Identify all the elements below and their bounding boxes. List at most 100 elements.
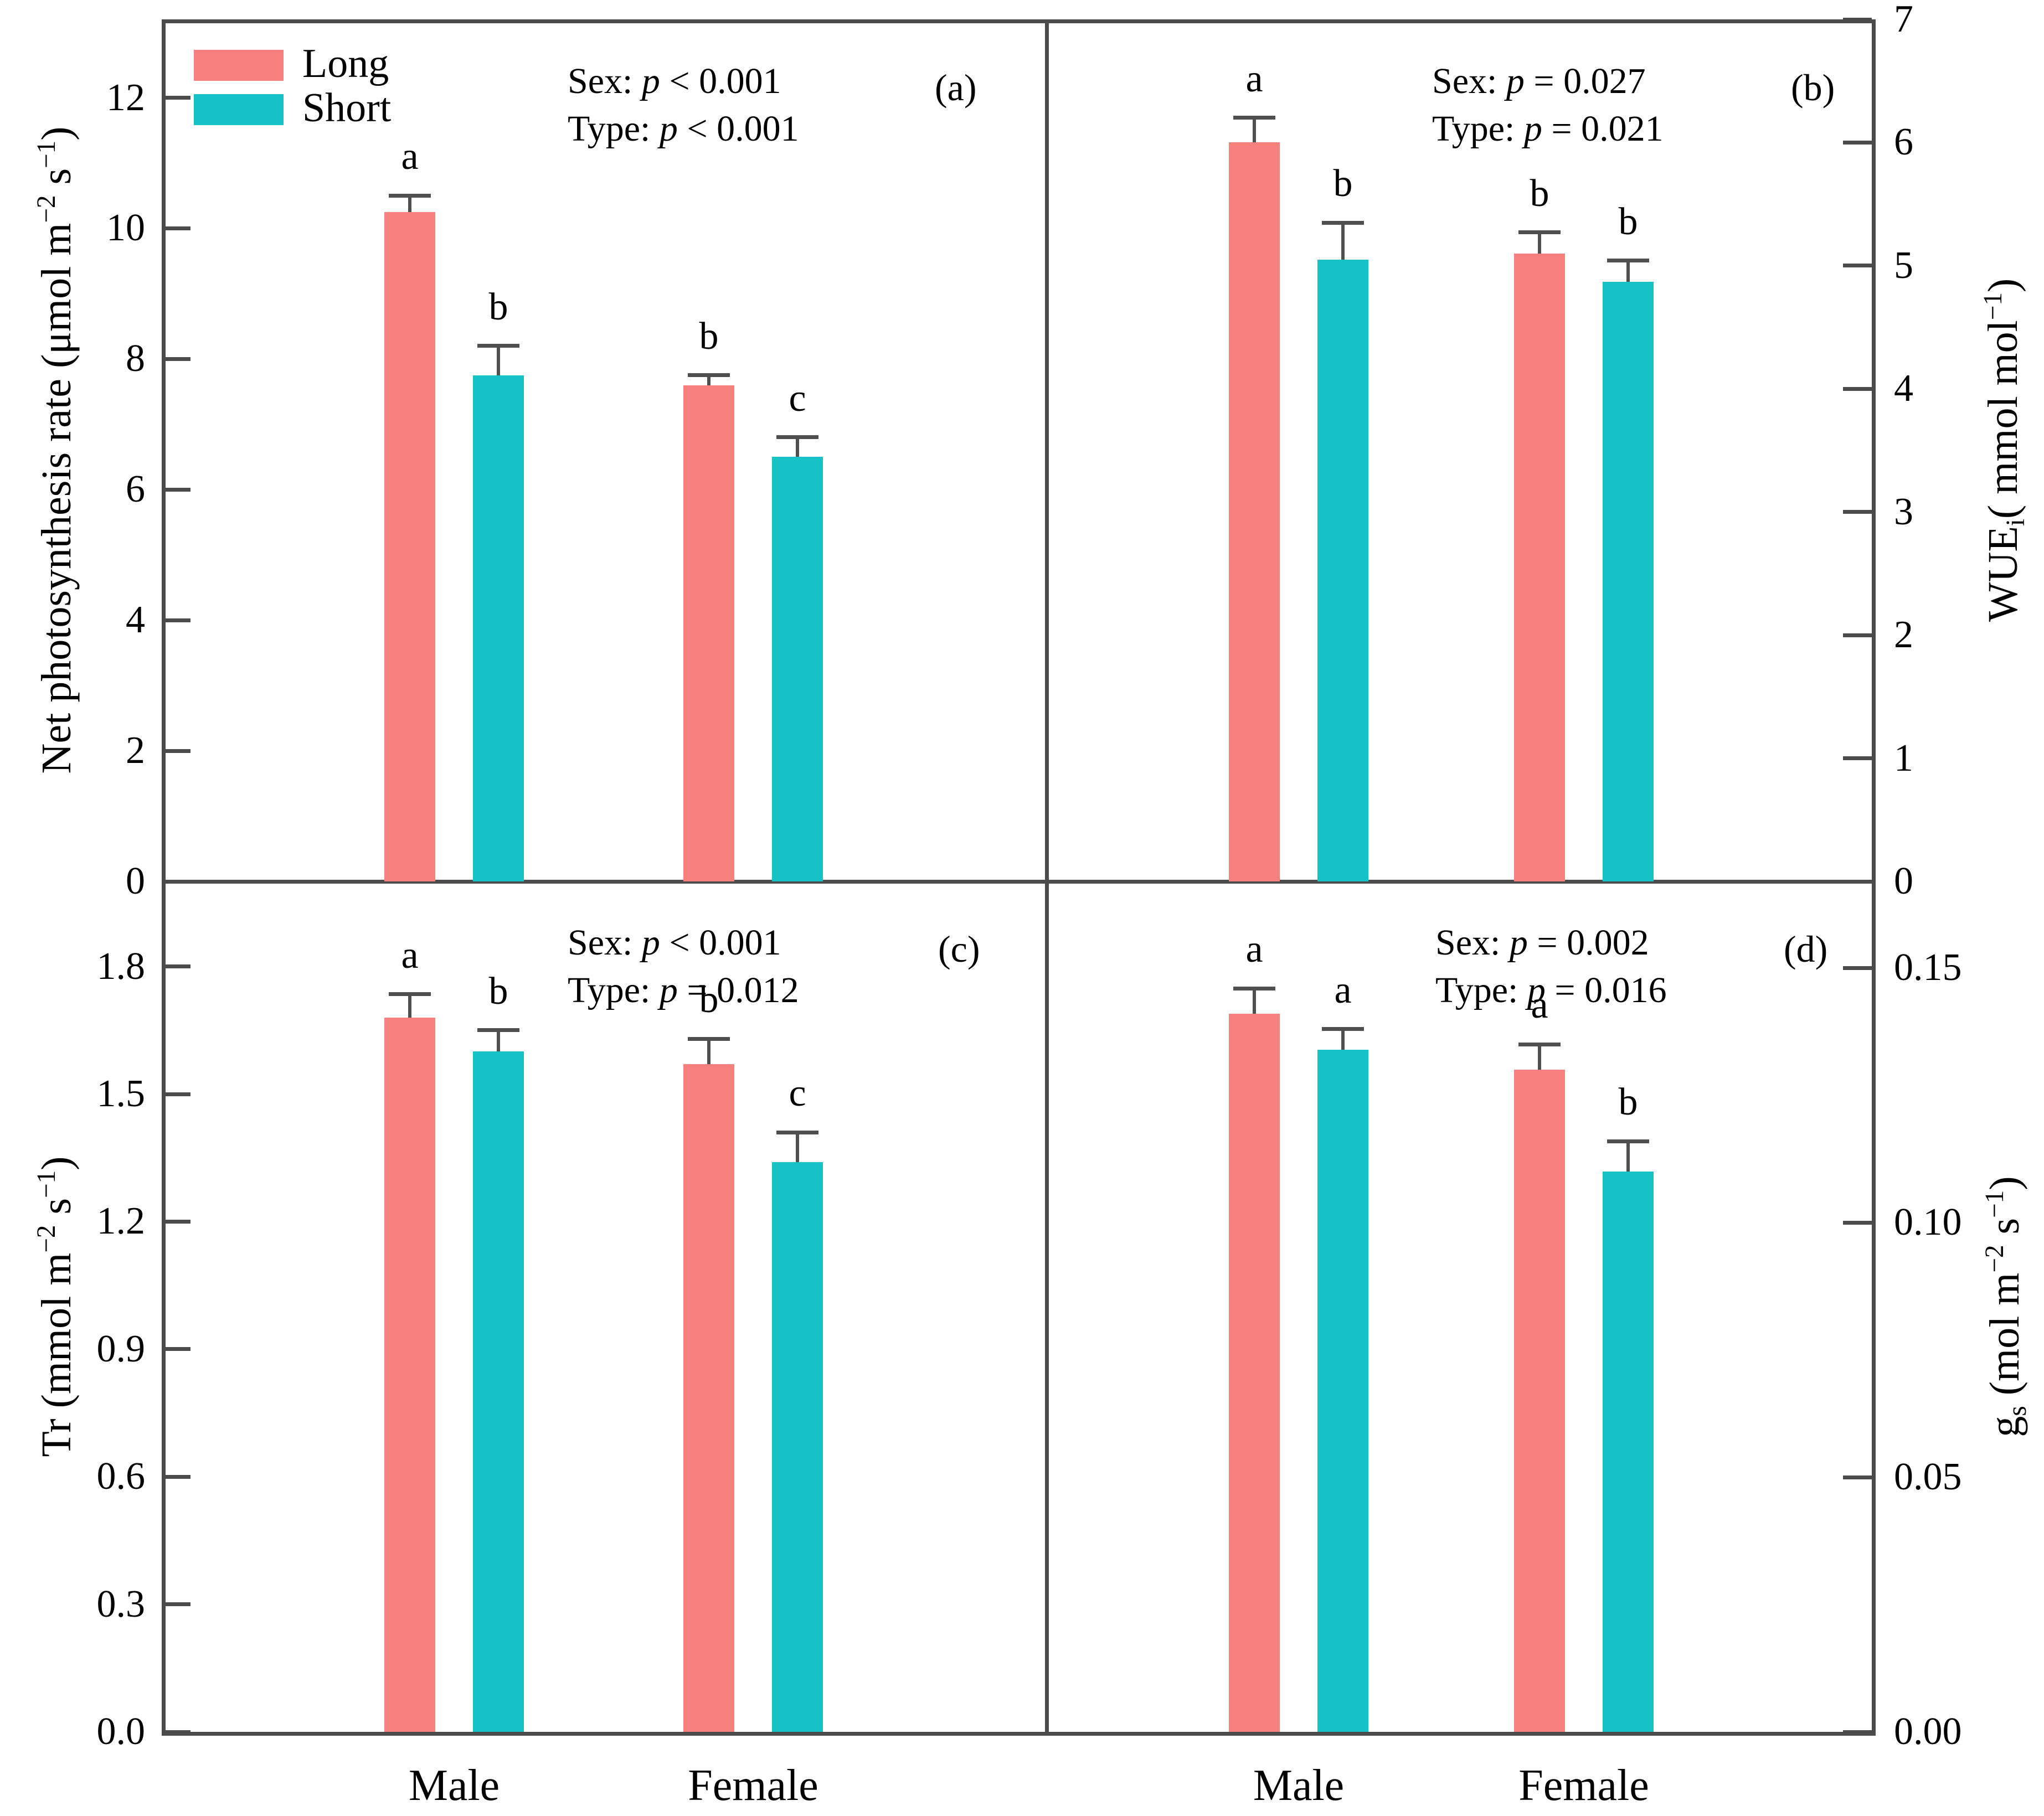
panel-a-tick — [162, 749, 191, 753]
panel-a-bar-male-long — [384, 211, 435, 881]
legend-swatch-long — [194, 50, 284, 81]
sig-letter: b — [1530, 172, 1549, 215]
text-segment: −2 — [1980, 1245, 2009, 1273]
panel-divider-horizontal — [162, 880, 1876, 884]
panel-c-tick — [162, 1474, 191, 1479]
panel-d-tick-label: 0.10 — [1894, 1201, 1962, 1244]
text-segment: p — [1506, 61, 1525, 101]
error-bar-cap — [1607, 1139, 1649, 1143]
panel-b-axis-title: WUEi( mmol mol−1) — [1979, 278, 2030, 622]
text-segment: ) — [33, 126, 80, 141]
panel-d-bar-female-long — [1514, 1070, 1565, 1732]
error-bar-line — [796, 437, 799, 457]
legend-label: Short — [302, 85, 392, 131]
panel-d-stats-line: Type: p = 0.016 — [1435, 971, 1667, 1009]
text-segment: p — [659, 109, 678, 149]
text-segment: Type: — [568, 970, 660, 1010]
panel-c-tick — [162, 964, 191, 969]
text-segment: Net photosynthesis rate (μmol m — [33, 223, 80, 774]
error-bar-cap — [688, 1036, 730, 1041]
error-bar-cap — [477, 1028, 519, 1033]
panel-c-stats-line: Sex: p < 0.001 — [568, 924, 781, 962]
panel-c-stats-line: Type: p = 0.012 — [568, 971, 799, 1009]
error-bar-line — [497, 1030, 500, 1052]
legend-swatch-short — [194, 94, 284, 125]
text-segment: s — [33, 1198, 80, 1225]
panel-c-axis-title: Tr (mmol m−2 s−1) — [32, 1156, 80, 1457]
sig-letter: b — [1618, 200, 1638, 243]
error-bar-cap — [688, 373, 730, 378]
panel-b-tick — [1843, 17, 1872, 22]
panel-b-tick-label: 1 — [1894, 736, 1913, 780]
panel-d-tick-label: 0.15 — [1894, 946, 1962, 989]
panel-a-bar-female-short — [772, 457, 823, 881]
error-bar-line — [1626, 260, 1630, 282]
panel-d-tick — [1843, 1475, 1872, 1479]
panel-c-tick — [162, 1602, 191, 1607]
error-bar-line — [1538, 1044, 1541, 1070]
text-segment: p — [659, 970, 678, 1010]
panel-b-tick — [1843, 510, 1872, 514]
text-segment: WUE — [1980, 526, 2026, 622]
error-bar-line — [707, 375, 710, 385]
panel-c-tick — [162, 1092, 191, 1096]
sig-letter: a — [1334, 968, 1352, 1012]
panel-b-tick — [1843, 386, 1872, 391]
text-segment: Sex: — [1435, 922, 1510, 963]
panel-a-tick — [162, 487, 191, 492]
error-bar-line — [1626, 1141, 1630, 1172]
sig-letter: c — [789, 1072, 806, 1115]
panel-a-tick-label: 2 — [126, 729, 145, 772]
panel-d-caption: (d) — [1784, 928, 1828, 970]
panel-b-tick-label: 2 — [1894, 613, 1913, 657]
error-bar-line — [1253, 988, 1256, 1014]
panel-d-bar-male-short — [1317, 1049, 1368, 1732]
error-bar-line — [1341, 223, 1345, 260]
panel-c-tick — [162, 1347, 191, 1351]
sig-letter: a — [401, 933, 419, 977]
error-bar-cap — [1518, 1042, 1561, 1046]
text-segment: Sex: — [568, 61, 642, 101]
text-segment: s — [2003, 1406, 2032, 1416]
panel-a-stats-line: Sex: p < 0.001 — [568, 62, 781, 100]
text-segment: p — [1509, 922, 1528, 963]
panel-b-caption: (b) — [1791, 66, 1835, 109]
text-segment: p — [1527, 970, 1546, 1010]
category-label-male: Male — [408, 1761, 500, 1810]
panel-a-tick — [162, 357, 191, 361]
panel-c-tick-label: 1.8 — [96, 945, 146, 988]
text-segment: ) — [1980, 278, 2026, 293]
legend: Long Short — [194, 43, 526, 183]
sig-letter: a — [401, 135, 419, 178]
error-bar-cap — [1233, 986, 1275, 990]
text-segment: < 0.001 — [660, 922, 781, 963]
panel-c-tick-label: 0.9 — [96, 1327, 146, 1370]
panel-b-tick-label: 3 — [1894, 490, 1913, 533]
panel-b-bar-male-long — [1229, 142, 1280, 881]
error-bar-cap — [389, 193, 431, 198]
panel-a-axis-title: Net photosynthesis rate (μmol m−2 s−1) — [32, 126, 80, 774]
text-segment: s — [33, 168, 80, 195]
panel-c-tick-label: 0.3 — [96, 1582, 146, 1626]
panel-b-tick-label: 5 — [1894, 244, 1913, 287]
error-bar-cap — [1322, 1027, 1364, 1031]
error-bar-line — [1341, 1029, 1345, 1050]
sig-letter: a — [1245, 57, 1263, 100]
text-segment: = 0.002 — [1527, 922, 1649, 963]
text-segment: g — [1981, 1416, 2028, 1437]
error-bar-line — [1253, 117, 1256, 143]
error-bar-cap — [1322, 220, 1364, 225]
sig-letter: b — [488, 969, 508, 1013]
error-bar-line — [497, 345, 500, 375]
panel-c-bar-male-long — [384, 1017, 435, 1732]
error-bar-line — [1538, 232, 1541, 254]
text-segment: ) — [33, 1156, 80, 1170]
sig-letter: b — [699, 978, 719, 1022]
text-segment: = 0.016 — [1545, 970, 1667, 1010]
panel-b-tick — [1843, 756, 1872, 761]
legend-item-long: Long — [194, 43, 526, 84]
text-segment: p — [641, 61, 660, 101]
panel-a-bar-male-short — [473, 375, 524, 881]
sig-letter: c — [789, 376, 806, 420]
panel-a-tick — [162, 879, 191, 884]
